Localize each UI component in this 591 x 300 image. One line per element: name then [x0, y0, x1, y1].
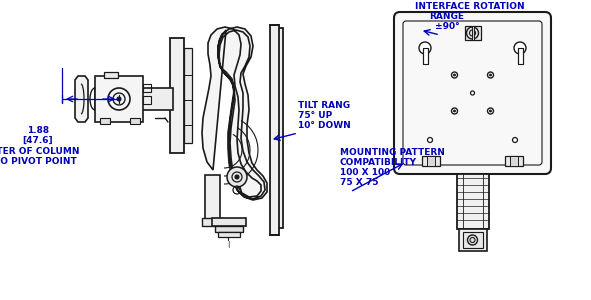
Bar: [423, 48, 427, 64]
Text: 75° UP: 75° UP: [298, 111, 332, 120]
Bar: [518, 48, 522, 64]
Text: INTERFACE ROTATION: INTERFACE ROTATION: [415, 2, 525, 11]
Bar: [130, 118, 140, 124]
Text: MOUNTING PATTERN: MOUNTING PATTERN: [340, 148, 445, 157]
Bar: [95, 88, 173, 110]
Polygon shape: [75, 76, 88, 122]
Circle shape: [489, 74, 492, 76]
Circle shape: [512, 137, 518, 142]
Bar: [143, 96, 151, 104]
Bar: [270, 25, 279, 235]
Bar: [422, 156, 440, 166]
Bar: [427, 156, 435, 166]
Circle shape: [489, 110, 492, 112]
Bar: [472, 26, 473, 40]
Bar: [456, 174, 489, 229]
Polygon shape: [202, 27, 267, 200]
Text: TO PIVOT POINT: TO PIVOT POINT: [0, 157, 76, 166]
Bar: [505, 156, 523, 166]
Text: |: |: [227, 241, 229, 248]
Circle shape: [466, 27, 479, 39]
Bar: [215, 226, 243, 232]
Circle shape: [470, 91, 475, 95]
Circle shape: [488, 108, 493, 114]
Text: CENTER OF COLUMN: CENTER OF COLUMN: [0, 147, 80, 156]
Bar: [202, 218, 223, 226]
Text: 1.88: 1.88: [27, 126, 49, 135]
Bar: [143, 84, 151, 92]
Bar: [170, 38, 184, 153]
Text: 10° DOWN: 10° DOWN: [298, 121, 350, 130]
Circle shape: [235, 175, 239, 179]
Circle shape: [514, 42, 526, 54]
Bar: [184, 48, 192, 143]
Bar: [95, 76, 143, 122]
Bar: [463, 232, 482, 248]
Circle shape: [452, 72, 457, 78]
Text: 100 X 100: 100 X 100: [340, 168, 390, 177]
Text: TILT RANG: TILT RANG: [298, 101, 350, 110]
Circle shape: [452, 108, 457, 114]
Bar: [100, 118, 110, 124]
Bar: [459, 229, 486, 251]
Bar: [218, 232, 240, 237]
Bar: [510, 156, 518, 166]
Bar: [275, 28, 283, 228]
Circle shape: [419, 42, 431, 54]
Bar: [465, 26, 480, 40]
Circle shape: [227, 167, 247, 187]
Text: 75 X 75: 75 X 75: [340, 178, 378, 187]
Circle shape: [427, 137, 433, 142]
Text: [47.6]: [47.6]: [22, 136, 53, 145]
Text: RANGE: RANGE: [429, 12, 464, 21]
Circle shape: [117, 97, 121, 101]
Circle shape: [453, 110, 456, 112]
Text: ±90°: ±90°: [435, 22, 460, 31]
Circle shape: [453, 74, 456, 76]
Bar: [205, 175, 220, 225]
FancyBboxPatch shape: [394, 12, 551, 174]
Bar: [272, 28, 275, 228]
Bar: [104, 72, 118, 78]
Circle shape: [488, 72, 493, 78]
Bar: [212, 218, 246, 226]
Circle shape: [467, 235, 478, 245]
Text: COMPATIBILITY: COMPATIBILITY: [340, 158, 417, 167]
